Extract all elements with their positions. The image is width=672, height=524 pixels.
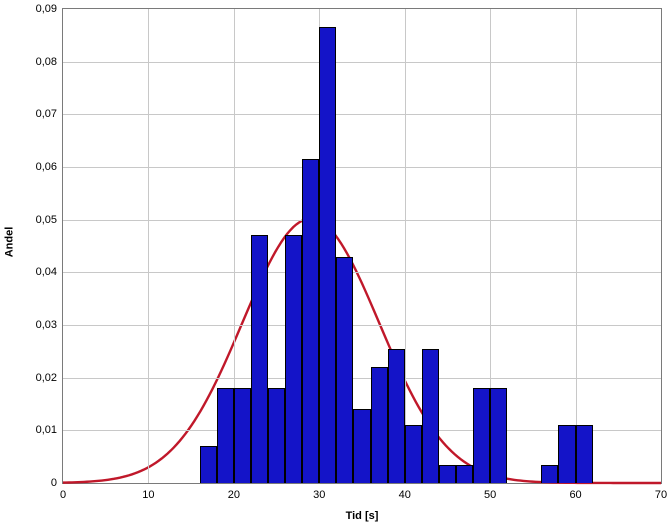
histogram-bar	[541, 465, 558, 483]
y-axis-label: Andel	[0, 0, 18, 484]
y-tick-label: 0,05	[36, 214, 57, 226]
y-axis-label-text: Andel	[3, 227, 15, 258]
gridline-v	[576, 9, 577, 483]
y-tick-label: 0	[51, 477, 57, 489]
x-axis-label: Tid [s]	[62, 510, 662, 522]
histogram-bar	[251, 235, 268, 483]
x-tick-label: 60	[569, 489, 581, 501]
histogram-bar	[268, 388, 285, 483]
histogram-bar	[422, 349, 439, 483]
gridline-h	[63, 272, 661, 273]
y-tick-label: 0,02	[36, 372, 57, 384]
histogram-bar	[558, 425, 575, 483]
histogram-bar	[217, 388, 234, 483]
histogram-bar	[405, 425, 422, 483]
x-tick-label: 50	[484, 489, 496, 501]
histogram-bar	[234, 388, 251, 483]
x-tick-label: 10	[142, 489, 154, 501]
histogram-bar	[200, 446, 217, 483]
x-tick-label: 30	[313, 489, 325, 501]
histogram-bar	[302, 159, 319, 483]
gridline-v	[148, 9, 149, 483]
histogram-bar	[336, 257, 353, 483]
y-tick-label: 0,07	[36, 108, 57, 120]
y-tick-label: 0,01	[36, 424, 57, 436]
y-tick-label: 0,09	[36, 3, 57, 15]
histogram-bar	[319, 27, 336, 483]
y-tick-label: 0,04	[36, 266, 57, 278]
histogram-bar	[285, 235, 302, 483]
histogram-bar	[456, 465, 473, 483]
y-tick-label: 0,08	[36, 56, 57, 68]
x-tick-label: 40	[399, 489, 411, 501]
gridline-h	[63, 325, 661, 326]
gridline-v	[405, 9, 406, 483]
gridline-h	[63, 378, 661, 379]
gridline-h	[63, 114, 661, 115]
plot-area: 00,010,020,030,040,050,060,070,080,09010…	[62, 8, 662, 484]
x-tick-label: 70	[655, 489, 667, 501]
gridline-h	[63, 167, 661, 168]
gridline-h	[63, 62, 661, 63]
histogram-bar	[388, 349, 405, 483]
histogram-bar	[371, 367, 388, 483]
histogram-bar	[353, 409, 370, 483]
x-tick-label: 20	[228, 489, 240, 501]
y-tick-label: 0,03	[36, 319, 57, 331]
histogram-bar	[490, 388, 507, 483]
histogram-bar	[576, 425, 593, 483]
y-tick-label: 0,06	[36, 161, 57, 173]
x-tick-label: 0	[60, 489, 66, 501]
histogram-chart: Andel 00,010,020,030,040,050,060,070,080…	[0, 0, 672, 524]
histogram-bar	[473, 388, 490, 483]
histogram-bar	[439, 465, 456, 483]
gridline-h	[63, 220, 661, 221]
